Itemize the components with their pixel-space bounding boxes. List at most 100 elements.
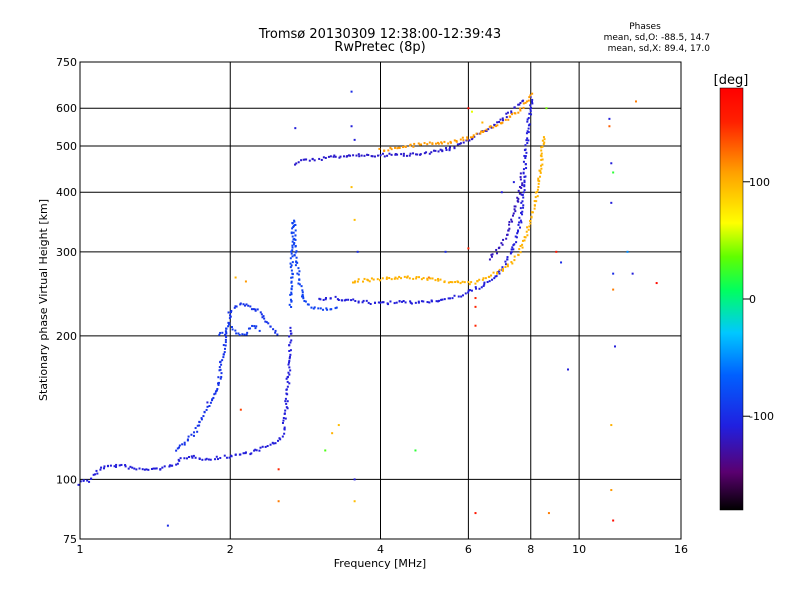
echo-point xyxy=(522,196,525,199)
echo-point xyxy=(283,432,286,435)
echo-point xyxy=(303,299,306,302)
echo-point xyxy=(259,311,262,314)
echo-point xyxy=(510,218,513,221)
echo-point xyxy=(320,158,323,161)
phase-stats-o: mean, sd,O: -88.5, 14.7 xyxy=(603,33,710,43)
echo-point xyxy=(290,252,293,255)
echo-point xyxy=(423,152,426,155)
echo-point xyxy=(522,206,525,209)
echo-point xyxy=(86,479,89,482)
echo-point xyxy=(177,458,180,461)
plot-frame xyxy=(79,61,682,540)
echo-point xyxy=(516,232,519,235)
echo-point xyxy=(213,393,216,396)
echo-point xyxy=(434,279,437,282)
echo-point xyxy=(519,101,522,104)
echo-point xyxy=(291,246,294,249)
echo-point xyxy=(415,153,418,156)
echo-point xyxy=(200,417,203,420)
echo-point xyxy=(301,289,304,292)
echo-point xyxy=(409,301,412,304)
echo-point xyxy=(471,137,474,140)
echo-point xyxy=(408,277,411,280)
echo-point xyxy=(322,156,325,159)
echo-point xyxy=(506,263,509,266)
echo-point xyxy=(281,435,284,438)
echo-point xyxy=(521,100,524,103)
echo-point xyxy=(304,300,307,303)
echo-point xyxy=(506,258,509,261)
echo-point xyxy=(443,298,446,301)
echo-point xyxy=(286,380,289,383)
echo-point xyxy=(530,113,533,116)
echo-point xyxy=(363,277,366,280)
echo-point xyxy=(168,465,171,468)
scatter-point xyxy=(353,500,356,503)
echo-point xyxy=(437,300,440,303)
echo-point xyxy=(440,141,443,144)
echo-point xyxy=(266,445,269,448)
echo-point xyxy=(379,279,382,282)
echo-point xyxy=(310,306,313,309)
echo-point xyxy=(464,292,467,295)
echo-point xyxy=(292,238,295,241)
echo-point xyxy=(249,305,252,308)
echo-point xyxy=(467,291,470,294)
echo-point xyxy=(298,278,301,281)
echo-point xyxy=(345,298,348,301)
echo-point xyxy=(133,467,136,470)
echo-point xyxy=(486,281,489,284)
echo-point xyxy=(285,406,288,409)
scatter-point xyxy=(234,276,237,279)
echo-point xyxy=(430,299,433,302)
scatter-point xyxy=(555,250,558,253)
scatter-point xyxy=(512,181,515,184)
echo-point xyxy=(161,466,164,469)
echo-point xyxy=(334,155,337,158)
echo-point xyxy=(541,158,544,161)
echo-point xyxy=(135,468,138,471)
scatter-point xyxy=(474,305,477,308)
echo-point xyxy=(327,155,330,158)
echo-point xyxy=(379,154,382,157)
echo-point xyxy=(461,280,464,283)
echo-point xyxy=(222,353,225,356)
echo-point xyxy=(451,297,454,300)
echo-point xyxy=(412,277,415,280)
echo-point xyxy=(255,449,258,452)
echo-point xyxy=(274,442,277,445)
echo-point xyxy=(288,373,291,376)
echo-point xyxy=(387,303,390,306)
echo-point xyxy=(229,315,232,318)
echo-point xyxy=(297,282,300,285)
echo-point xyxy=(478,278,481,281)
echo-point xyxy=(294,245,297,248)
echo-point xyxy=(291,255,294,258)
scatter-point xyxy=(294,127,297,130)
echo-point xyxy=(244,304,247,307)
x-tick-label: 1 xyxy=(77,543,84,556)
echo-point xyxy=(517,197,520,200)
scatter-point xyxy=(277,468,280,471)
echo-point xyxy=(186,439,189,442)
echo-point xyxy=(261,316,264,319)
echo-point xyxy=(350,299,353,302)
echo-point xyxy=(283,427,286,430)
echo-point xyxy=(518,185,521,188)
echo-point xyxy=(222,344,225,347)
echo-point xyxy=(175,463,178,466)
echo-point xyxy=(263,317,266,320)
echo-point xyxy=(523,154,526,157)
echo-point xyxy=(383,149,386,152)
echo-point xyxy=(224,333,227,336)
echo-point xyxy=(490,126,493,129)
echo-point xyxy=(511,220,514,223)
echo-point xyxy=(219,368,222,371)
echo-point xyxy=(247,327,250,330)
echo-point xyxy=(333,154,336,157)
echo-point xyxy=(529,219,532,222)
echo-point xyxy=(529,95,532,98)
scatter-point xyxy=(350,125,353,128)
scatter-point xyxy=(353,218,356,221)
echo-point xyxy=(417,300,420,303)
